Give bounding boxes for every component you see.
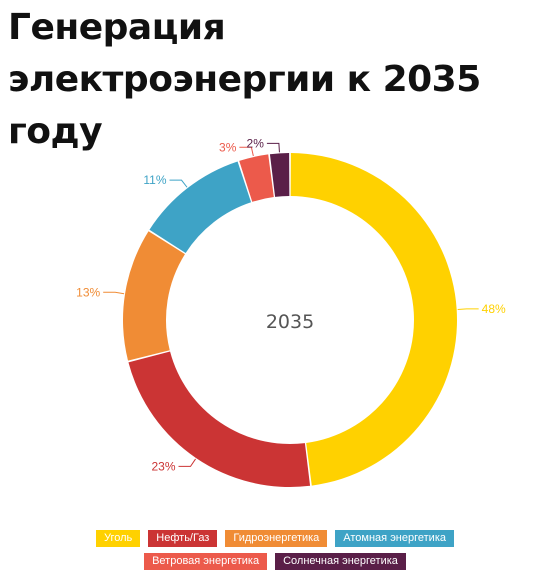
slice-1 xyxy=(290,153,458,486)
leader-line xyxy=(266,142,280,153)
slice-6 xyxy=(269,153,290,197)
slice-5 xyxy=(239,154,274,202)
slice-labels: 48% 23% 13% 11% 3% 2% xyxy=(76,136,506,473)
slice-value-label: 48% xyxy=(482,302,506,316)
slice-value-label: 13% xyxy=(76,285,100,299)
legend-row: Ветровая энергетика Солнечная энергетика xyxy=(0,553,550,570)
legend-item: Ветровая энергетика xyxy=(144,553,268,570)
leader-line xyxy=(169,179,188,188)
slice-value-label: 3% xyxy=(219,140,237,154)
slice-2 xyxy=(128,351,311,487)
slice-3 xyxy=(123,231,185,361)
leader-line xyxy=(103,291,125,295)
legend-item: Атомная энергетика xyxy=(335,530,454,547)
center-label: 2035 xyxy=(266,311,314,333)
legend-item: Солнечная энергетика xyxy=(275,553,406,570)
donut-slices xyxy=(123,153,458,487)
slice-value-label: 11% xyxy=(143,173,166,187)
legend-row: Уголь Нефть/Газ Гидроэнергетика Атомная эне… xyxy=(0,530,550,547)
legend: Уголь Нефть/Газ Гидроэнергетика Атомная эне… xyxy=(0,530,550,576)
legend-item: Уголь xyxy=(95,530,141,547)
slice-value-label: 23% xyxy=(151,459,175,473)
legend-item: Нефть/Газ xyxy=(148,530,218,547)
slice-4 xyxy=(149,161,252,254)
slice-value-label: 2% xyxy=(247,136,265,150)
leader-line xyxy=(457,308,479,310)
chart-title: Генерация электроэнергии к 2035 году xyxy=(8,7,481,152)
legend-item: Гидроэнергетика xyxy=(225,530,328,547)
leader-line xyxy=(178,458,196,467)
leader-line xyxy=(239,146,254,157)
